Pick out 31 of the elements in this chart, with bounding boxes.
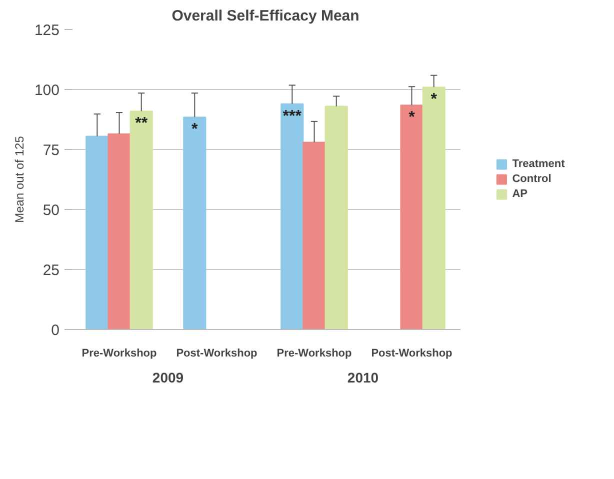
legend-label: Treatment: [512, 158, 565, 170]
x-tick-label: Post-Workshop: [176, 348, 258, 360]
x-tick-label: Pre-Workshop: [82, 348, 158, 360]
text: 2010: [347, 370, 379, 386]
y-tick-label: 75: [42, 142, 60, 159]
bar: [86, 136, 109, 330]
y-tick-label: 125: [34, 22, 60, 39]
y-tick-label: 50: [42, 202, 60, 219]
legend-label: AP: [512, 188, 528, 200]
chart-title: Overall Self-Efficacy Mean: [172, 8, 360, 24]
bar: [400, 104, 424, 330]
data-label: **: [135, 115, 148, 132]
data-label: *: [192, 121, 199, 138]
y-axis-title: Mean out of 125: [12, 136, 26, 223]
data-label: ***: [282, 108, 302, 125]
y-tick-label: 100: [34, 82, 60, 99]
bar: [324, 106, 348, 330]
data-label: *: [408, 109, 416, 126]
text: 2009: [152, 370, 184, 386]
bar: [108, 133, 131, 330]
bar: [183, 116, 206, 330]
y-tick-label: 25: [42, 262, 60, 279]
bar: [130, 110, 153, 330]
legend-label: Control: [512, 173, 552, 185]
x-tick-label: Pre-Workshop: [276, 348, 352, 360]
y-tick-label: 0: [51, 322, 60, 339]
bar: [280, 103, 304, 330]
bar: [302, 142, 326, 330]
data-label: *: [430, 91, 438, 108]
bar: [422, 86, 446, 330]
x-tick-label: Post-Workshop: [371, 348, 453, 360]
